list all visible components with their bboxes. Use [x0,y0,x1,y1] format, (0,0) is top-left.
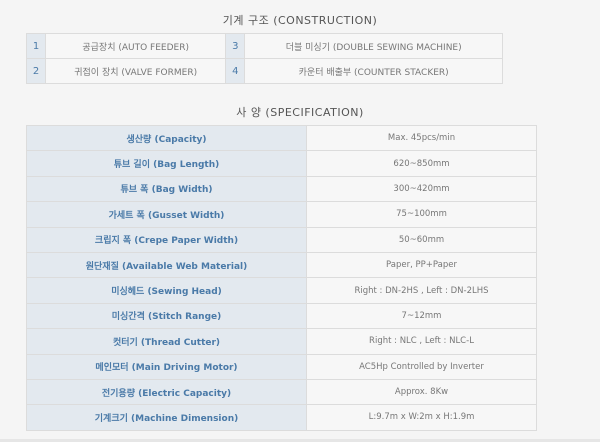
spec-key: 메인모터 (Main Driving Motor) [26,353,307,380]
table-row: 전기용량 (Electric Capacity) Approx. 8Kw [26,378,537,406]
item-number: 3 [225,33,246,59]
construction-table: 1 공급장치 (AUTO FEEDER) 3 더블 미싱기 (DOUBLE SE… [26,33,503,84]
spec-key: 크립지 폭 (Crepe Paper Width) [26,226,307,253]
item-label: 귀접이 장치 (VALVE FORMER) [44,58,227,84]
item-number: 2 [26,58,46,84]
table-row: 기계크기 (Machine Dimension) L:9.7m x W:2m x … [26,404,537,431]
spec-value: 300~420mm [306,175,537,203]
spec-value: Approx. 8Kw [306,378,537,406]
spec-key: 미싱헤드 (Sewing Head) [26,277,307,304]
spec-value: 50~60mm [306,226,537,253]
spec-value: L:9.7m x W:2m x H:1.9m [306,404,537,431]
spec-value: 75~100mm [306,201,537,228]
table-row: 2 귀접이 장치 (VALVE FORMER) 4 카운터 배출부 (COUNT… [26,58,503,84]
spec-value: Right : DN-2HS , Left : DN-2LHS [306,277,537,304]
item-number: 4 [225,58,246,84]
spec-value: Paper, PP+Paper [306,251,537,279]
spec-key: 기계크기 (Machine Dimension) [26,404,307,431]
spec-key: 컷터기 (Thread Cutter) [26,328,307,355]
spec-key: 원단재질 (Available Web Material) [26,251,307,279]
spec-value: 620~850mm [306,150,537,177]
table-row: 튜브 길이 (Bag Length) 620~850mm [26,150,537,177]
spec-value: Max. 45pcs/min [306,124,537,152]
item-label: 공급장치 (AUTO FEEDER) [44,33,227,59]
item-label: 더블 미싱기 (DOUBLE SEWING MACHINE) [244,33,503,59]
bottom-divider [0,439,600,442]
spec-key: 가세트 폭 (Gusset Width) [26,201,307,228]
table-row: 메인모터 (Main Driving Motor) AC5Hp Controlle… [26,353,537,380]
spec-value: 7~12mm [306,302,537,330]
spec-key: 생산량 (Capacity) [26,124,307,152]
table-row: 가세트 폭 (Gusset Width) 75~100mm [26,201,537,228]
spec-key: 미싱간격 (Stitch Range) [26,302,307,330]
table-row: 미싱간격 (Stitch Range) 7~12mm [26,302,537,330]
table-row: 생산량 (Capacity) Max. 45pcs/min [26,124,537,152]
specification-table: 생산량 (Capacity) Max. 45pcs/min 튜브 길이 (Bag L… [26,124,537,431]
item-number: 1 [26,33,46,59]
table-row: 1 공급장치 (AUTO FEEDER) 3 더블 미싱기 (DOUBLE SE… [26,33,503,59]
spec-value: Right : NLC , Left : NLC-L [306,328,537,355]
table-row: 미싱헤드 (Sewing Head) Right : DN-2HS , Left … [26,277,537,304]
spec-key: 전기용량 (Electric Capacity) [26,378,307,406]
table-row: 크립지 폭 (Crepe Paper Width) 50~60mm [26,226,537,253]
spec-key: 튜브 폭 (Bag Width) [26,175,307,203]
item-label: 카운터 배출부 (COUNTER STACKER) [244,58,503,84]
specification-title: 사 양 (SPECIFICATION) [236,106,364,119]
spec-value: AC5Hp Controlled by Inverter [306,353,537,380]
construction-title: 기계 구조 (CONSTRUCTION) [222,14,378,27]
spec-key: 튜브 길이 (Bag Length) [26,150,307,177]
table-row: 원단재질 (Available Web Material) Paper, PP+P… [26,251,537,279]
table-row: 튜브 폭 (Bag Width) 300~420mm [26,175,537,203]
table-row: 컷터기 (Thread Cutter) Right : NLC , Left : … [26,328,537,355]
